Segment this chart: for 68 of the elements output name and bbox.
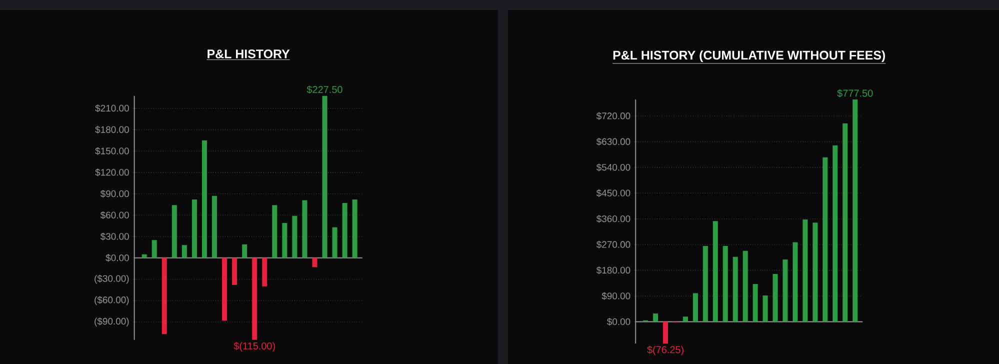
bar — [842, 123, 848, 322]
y-tick-label: $270.00 — [596, 240, 630, 248]
bar — [212, 196, 217, 258]
bar — [352, 199, 358, 258]
y-tick-label: $90.00 — [602, 292, 630, 300]
data-label: $(76.25) — [647, 346, 684, 356]
bar — [772, 274, 778, 322]
chart-title: P&L HISTORY — [208, 50, 290, 58]
chart-title: P&L HISTORY (CUMULATIVE WITHOUT FEES) — [613, 50, 885, 62]
bar — [712, 221, 718, 322]
bar — [682, 316, 688, 322]
data-label: $777.50 — [837, 89, 873, 98]
data-label: $227.50 — [306, 86, 342, 94]
bar — [722, 246, 728, 322]
bar — [172, 205, 177, 258]
bar — [822, 157, 828, 322]
y-tick-label: $0.00 — [606, 318, 630, 326]
bar — [162, 258, 167, 334]
bar — [742, 250, 748, 322]
y-tick-label: ($90.00) — [94, 318, 129, 326]
y-tick-label: $720.00 — [596, 112, 630, 120]
bar — [332, 227, 338, 258]
bar — [792, 242, 798, 322]
bar — [663, 322, 668, 344]
bar — [232, 258, 238, 285]
bar — [262, 258, 268, 286]
y-tick-label: $150.00 — [95, 147, 129, 155]
y-tick-label: $630.00 — [596, 138, 630, 146]
y-tick-label: $360.00 — [596, 215, 630, 223]
bar — [762, 295, 768, 322]
y-tick-label: $120.00 — [95, 168, 129, 176]
y-tick-label: $540.00 — [596, 164, 630, 172]
bar — [752, 284, 758, 322]
bar — [192, 199, 197, 258]
bar — [142, 254, 147, 258]
y-tick-label: $180.00 — [596, 266, 630, 274]
bar — [182, 245, 187, 258]
bar — [282, 222, 288, 258]
y-tick-label: $90.00 — [100, 190, 129, 198]
y-tick-label: $0.00 — [106, 254, 129, 262]
data-label: $(115.00) — [234, 342, 275, 352]
bar — [342, 203, 348, 258]
bar — [832, 145, 838, 322]
bar — [782, 259, 788, 322]
bar — [202, 140, 207, 258]
y-tick-label: $60.00 — [100, 211, 129, 219]
bar — [732, 256, 738, 322]
y-tick-label: $30.00 — [100, 232, 129, 240]
y-tick-label: $450.00 — [596, 189, 630, 197]
bar — [272, 205, 278, 258]
bar — [692, 293, 698, 322]
bar — [802, 219, 808, 322]
bar — [152, 240, 157, 258]
bar — [252, 258, 258, 340]
bar — [852, 100, 858, 322]
y-tick-label: ($60.00) — [94, 296, 129, 306]
bar — [653, 313, 658, 322]
y-tick-label: $180.00 — [95, 126, 129, 134]
bar — [302, 200, 308, 258]
bar — [222, 258, 228, 321]
bar — [322, 96, 328, 258]
bar — [312, 258, 318, 268]
bar — [292, 216, 298, 258]
y-tick-label: ($30.00) — [94, 274, 129, 284]
y-tick-label: $210.00 — [95, 104, 129, 112]
bar — [242, 244, 248, 258]
bar — [702, 246, 708, 322]
bar — [812, 222, 818, 322]
